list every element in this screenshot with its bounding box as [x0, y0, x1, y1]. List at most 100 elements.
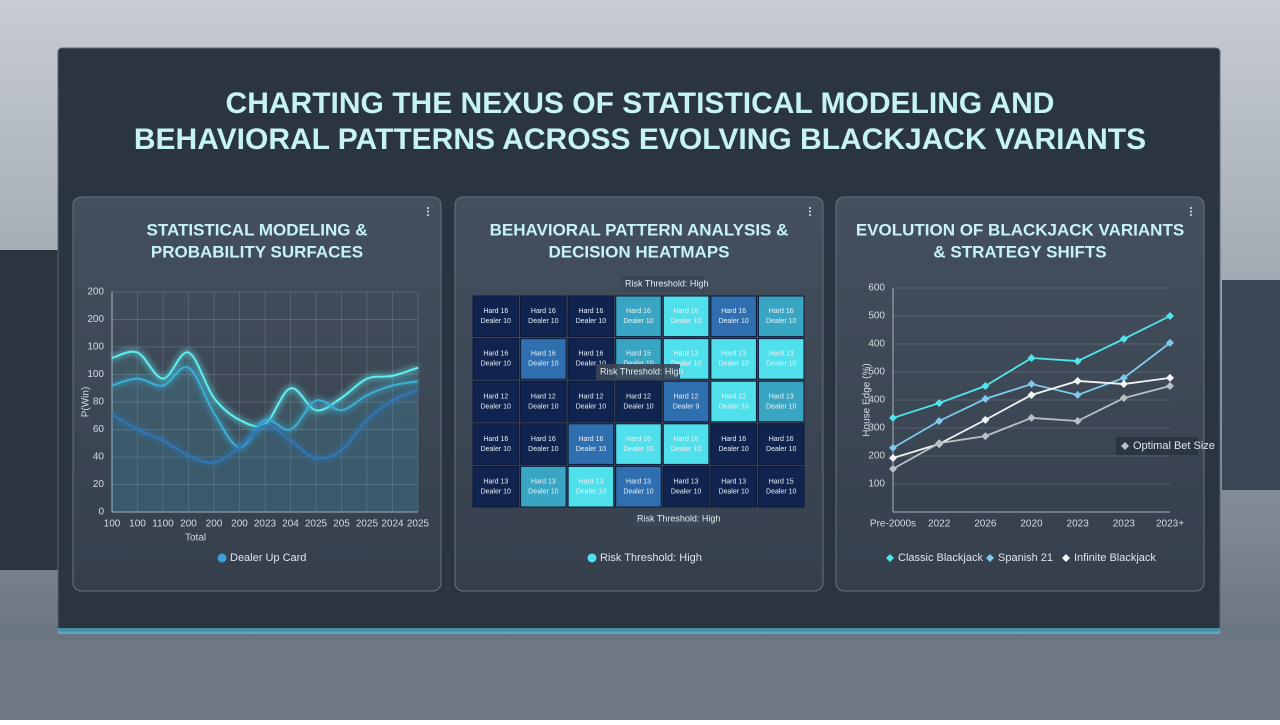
cell-label: Dealer 10 [528, 318, 558, 325]
cell-label: Dealer 10 [718, 403, 748, 410]
cell-label: Dealer 10 [718, 318, 748, 325]
cell-label: Dealer 10 [718, 446, 748, 453]
cell-label: Hard 13 [674, 479, 699, 486]
x-tick-label: 204 [282, 519, 299, 530]
point-marker [889, 413, 897, 422]
x-tick-label: Pre-2000s [870, 519, 916, 530]
x-tick-label: 2023+ [1156, 519, 1184, 530]
heatmap-cell [567, 423, 615, 465]
point-marker [889, 464, 897, 473]
cell-label: Dealer 10 [528, 361, 558, 368]
server-rack [0, 250, 58, 570]
cell-label: Hard 15 [626, 351, 651, 358]
cell-label: Dealer 10 [576, 318, 606, 325]
chart-title: DECISION HEATMAPS [548, 242, 729, 261]
main-title: BEHAVIORAL PATTERNS ACROSS EVOLVING BLAC… [134, 123, 1146, 156]
cell-label: Dealer 10 [671, 489, 701, 496]
point-marker [1073, 390, 1082, 399]
legend-marker [1062, 554, 1070, 562]
cell-label: Hard 13 [626, 479, 651, 486]
cell-label: Hard 12 [531, 393, 556, 400]
cell-label: Hard 12 [626, 393, 651, 400]
annotation-box [621, 276, 705, 292]
x-tick-label: 2023 [1113, 519, 1136, 530]
point-marker [981, 415, 990, 424]
chart-title: & STRATEGY SHIFTS [933, 242, 1106, 261]
chart-panel [72, 196, 442, 592]
x-tick-label: 2026 [974, 519, 997, 530]
y-tick-label: 100 [87, 369, 104, 380]
legend-marker [217, 553, 227, 563]
point-marker [935, 417, 944, 425]
heatmap-cell [520, 465, 567, 508]
x-tick-label: 2023 [254, 519, 277, 530]
cell-label: Dealer 10 [671, 446, 701, 453]
point-marker [1119, 334, 1128, 343]
floor [0, 640, 1280, 720]
heatmap-cell [662, 295, 710, 338]
legend-label: Dealer Up Card [230, 552, 306, 564]
annotation-box [633, 511, 717, 527]
cell-label: Hard 16 [483, 308, 508, 315]
heatmap-cell [520, 295, 567, 338]
x-tick-label: 200 [206, 519, 223, 530]
cell-label: Dealer 10 [766, 403, 796, 410]
point-marker [1166, 373, 1174, 382]
cell-label: Dealer 10 [528, 403, 558, 410]
cell-label: Dealer 10 [576, 446, 606, 453]
cell-label: Hard 16 [531, 308, 556, 315]
cell-label: Dealer 10 [766, 446, 796, 453]
heatmap-cell [757, 465, 805, 508]
heatmap-cell [472, 380, 520, 423]
cell-label: Dealer 10 [576, 361, 606, 368]
cell-label: Hard 16 [674, 436, 699, 443]
chart-title: EVOLUTION OF BLACKJACK VARIANTS [856, 220, 1184, 239]
cell-label: Dealer 10 [528, 446, 558, 453]
point-marker [1119, 373, 1128, 382]
point-marker [1073, 376, 1082, 385]
cell-label: Hard 13 [674, 351, 699, 358]
legend-label: Risk Threshold: High [600, 552, 702, 564]
annotation: Risk Threshold: High [637, 513, 720, 523]
cell-label: Dealer 10 [623, 318, 653, 325]
heatmap-cell [662, 423, 710, 465]
y-tick-label: 600 [868, 283, 885, 294]
point-marker [1027, 390, 1036, 399]
heatmap-cell [615, 465, 662, 508]
cell-label: Hard 16 [531, 351, 556, 358]
x-tick-label: 2025 [356, 519, 379, 530]
legend-label: Classic Blackjack [898, 552, 983, 564]
annotation: Risk Threshold: High [600, 366, 683, 376]
heatmap-cell [757, 295, 805, 338]
cell-label: Hard 12 [674, 393, 699, 400]
legend-marker [886, 554, 894, 562]
x-tick-label: 2023 [1067, 519, 1090, 530]
cell-label: Hard 16 [626, 436, 651, 443]
heatmap-cell [567, 465, 615, 508]
x-tick-label: 1100 [152, 519, 174, 530]
menu-dot [426, 213, 430, 217]
heatmap-cell [615, 380, 662, 423]
cell-label: Hard 16 [531, 436, 556, 443]
point-marker [1027, 413, 1036, 422]
main-title: CHARTING THE NEXUS OF STATISTICAL MODELI… [226, 87, 1055, 120]
cell-label: Dealer 10 [718, 361, 748, 368]
heatmap-cell [757, 423, 805, 465]
legend-label: Spanish 21 [998, 552, 1053, 564]
point-marker [1027, 354, 1036, 362]
y-axis-label: P(Win) [81, 387, 92, 418]
cell-label: Hard 13 [721, 479, 746, 486]
heatmap-cell [520, 380, 567, 423]
cell-label: Hard 12 [578, 393, 603, 400]
chart-title: PROBABILITY SURFACES [151, 242, 363, 261]
menu-dot [808, 206, 812, 210]
heatmap-cell [662, 465, 710, 508]
cell-label: Dealer 10 [766, 318, 796, 325]
y-tick-label: 400 [868, 339, 885, 350]
cell-label: Dealer 10 [576, 403, 606, 410]
menu-dot [1189, 206, 1193, 210]
y-tick-label: 200 [87, 314, 104, 325]
point-marker [1166, 338, 1174, 347]
